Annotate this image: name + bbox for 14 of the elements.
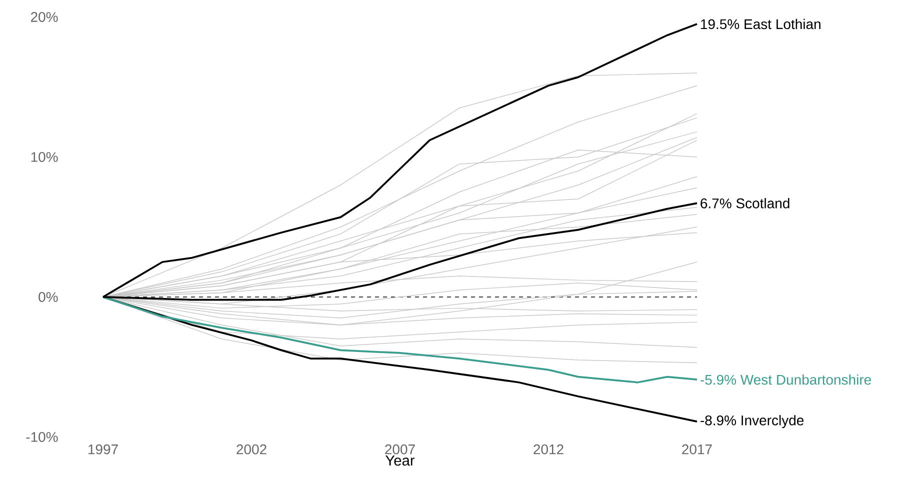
series-label: -8.9% Inverclyde (700, 415, 804, 428)
x-tick-label: 2012 (534, 444, 564, 454)
x-axis-title: Year (386, 455, 415, 466)
x-tick-label: 2002 (236, 444, 266, 454)
x-tick-label: 2017 (682, 444, 712, 454)
y-tick-label: 0% (38, 292, 58, 302)
y-tick-label: 20% (30, 12, 58, 22)
y-tick-label: 10% (31, 152, 58, 162)
series-label: -5.9% West Dunbartonshire (700, 374, 871, 385)
series-label: 6.7% Scotland (700, 198, 790, 208)
series-label: 19.5% East Lothian (701, 18, 820, 30)
x-tick-label: 1997 (88, 444, 118, 454)
y-tick-label: -10% (26, 432, 58, 442)
x-tick-label: 2007 (385, 444, 415, 454)
